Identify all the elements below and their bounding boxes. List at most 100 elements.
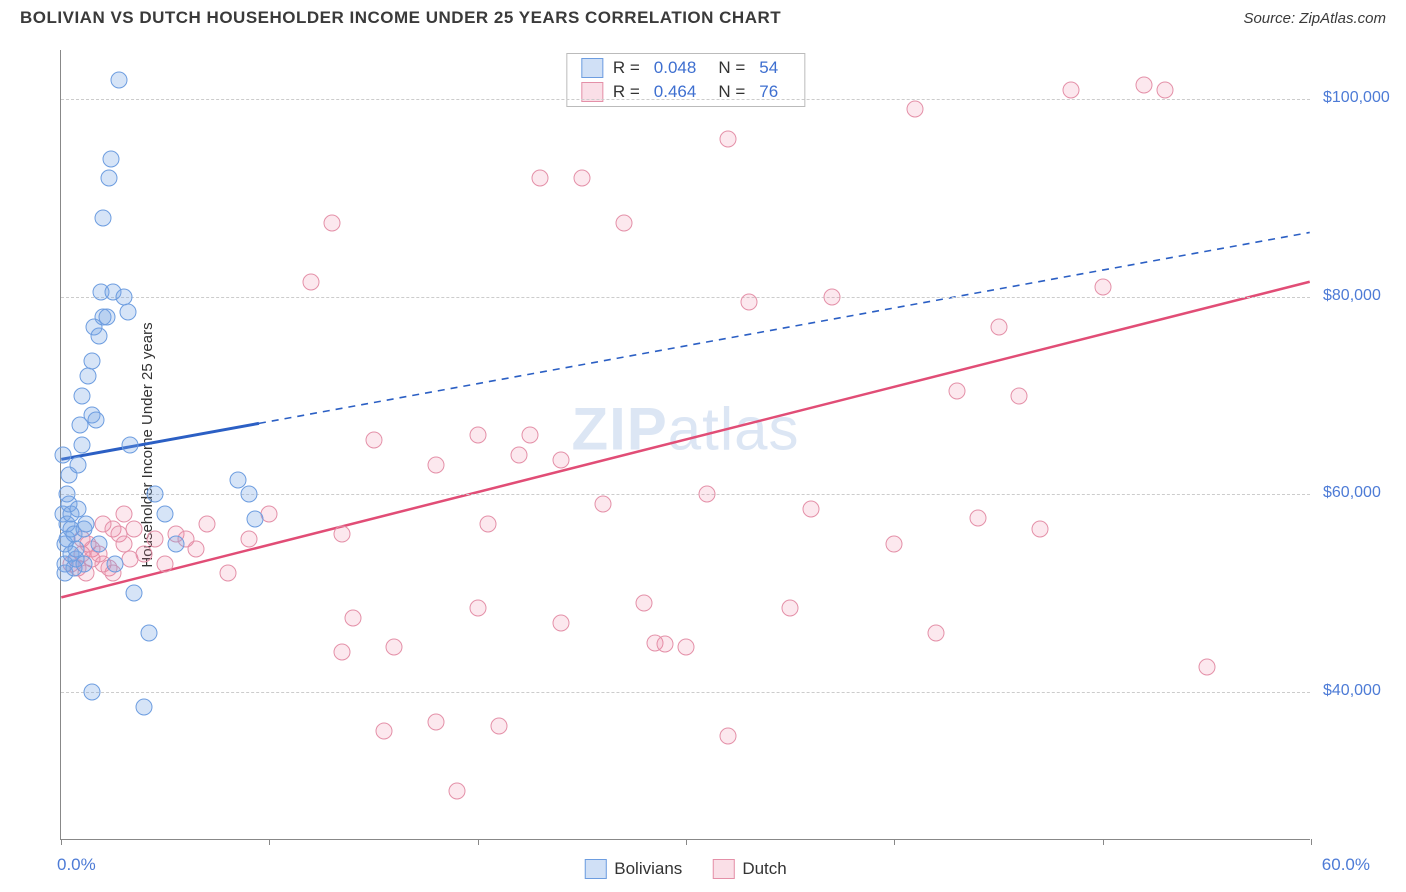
data-point-bolivians	[111, 71, 128, 88]
data-point-dutch	[115, 506, 132, 523]
y-tick-label: $60,000	[1323, 484, 1381, 502]
x-tick	[894, 839, 895, 845]
x-tick	[1311, 839, 1312, 845]
data-point-dutch	[990, 318, 1007, 335]
data-point-dutch	[928, 624, 945, 641]
data-point-dutch	[480, 516, 497, 533]
data-point-dutch	[428, 713, 445, 730]
data-point-bolivians	[125, 585, 142, 602]
data-point-bolivians	[107, 555, 124, 572]
chart-source: Source: ZipAtlas.com	[1243, 10, 1386, 27]
data-point-dutch	[334, 644, 351, 661]
x-tick	[1103, 839, 1104, 845]
x-tick	[61, 839, 62, 845]
data-point-dutch	[698, 486, 715, 503]
x-tick-label-max: 60.0%	[1322, 855, 1370, 875]
x-tick	[686, 839, 687, 845]
data-point-bolivians	[140, 624, 157, 641]
data-point-dutch	[553, 451, 570, 468]
data-point-dutch	[823, 288, 840, 305]
swatch-bolivians-icon	[581, 58, 603, 78]
swatch-dutch-icon	[712, 859, 734, 879]
data-point-bolivians	[157, 506, 174, 523]
data-point-bolivians	[230, 471, 247, 488]
data-point-dutch	[1198, 659, 1215, 676]
data-point-dutch	[375, 723, 392, 740]
data-point-bolivians	[73, 437, 90, 454]
data-point-dutch	[657, 636, 674, 653]
r-value-bolivians: 0.048	[654, 58, 697, 78]
data-point-bolivians	[90, 328, 107, 345]
x-tick-label-min: 0.0%	[57, 855, 96, 875]
legend-item-dutch: Dutch	[712, 859, 786, 879]
legend-item-bolivians: Bolivians	[584, 859, 682, 879]
data-point-dutch	[615, 214, 632, 231]
data-point-dutch	[386, 639, 403, 656]
data-point-bolivians	[84, 683, 101, 700]
data-point-dutch	[740, 293, 757, 310]
data-point-bolivians	[69, 456, 86, 473]
gridline	[61, 692, 1310, 693]
data-point-dutch	[188, 540, 205, 557]
data-point-bolivians	[94, 209, 111, 226]
data-point-dutch	[448, 782, 465, 799]
watermark: ZIPatlas	[571, 394, 799, 463]
data-point-dutch	[344, 609, 361, 626]
data-point-dutch	[261, 506, 278, 523]
data-point-dutch	[1032, 520, 1049, 537]
legend-row-dutch: R = 0.464 N = 76	[567, 80, 804, 104]
data-point-bolivians	[78, 516, 95, 533]
data-point-dutch	[969, 510, 986, 527]
data-point-dutch	[511, 446, 528, 463]
legend-label-dutch: Dutch	[742, 859, 786, 879]
data-point-bolivians	[146, 486, 163, 503]
trend-lines	[61, 50, 1310, 839]
data-point-dutch	[469, 599, 486, 616]
data-point-dutch	[198, 516, 215, 533]
data-point-dutch	[719, 728, 736, 745]
data-point-bolivians	[88, 412, 105, 429]
y-tick-label: $100,000	[1323, 89, 1390, 107]
r-label: R =	[613, 58, 640, 78]
data-point-dutch	[678, 639, 695, 656]
data-point-bolivians	[240, 486, 257, 503]
chart-header: BOLIVIAN VS DUTCH HOUSEHOLDER INCOME UND…	[0, 0, 1406, 38]
legend-row-bolivians: R = 0.048 N = 54	[567, 56, 804, 80]
data-point-bolivians	[121, 437, 138, 454]
data-point-dutch	[469, 427, 486, 444]
data-point-dutch	[334, 525, 351, 542]
data-point-bolivians	[167, 535, 184, 552]
chart-container: Householder Income Under 25 years ZIPatl…	[60, 50, 1390, 840]
x-tick	[478, 839, 479, 845]
data-point-bolivians	[119, 303, 136, 320]
y-tick-label: $40,000	[1323, 682, 1381, 700]
data-point-bolivians	[136, 698, 153, 715]
legend-label-bolivians: Bolivians	[614, 859, 682, 879]
data-point-dutch	[136, 545, 153, 562]
data-point-bolivians	[98, 308, 115, 325]
data-point-dutch	[886, 535, 903, 552]
gridline	[61, 99, 1310, 100]
chart-title: BOLIVIAN VS DUTCH HOUSEHOLDER INCOME UND…	[20, 8, 781, 28]
data-point-dutch	[803, 501, 820, 518]
data-point-dutch	[553, 614, 570, 631]
data-point-dutch	[907, 101, 924, 118]
data-point-dutch	[219, 565, 236, 582]
data-point-dutch	[1136, 76, 1153, 93]
data-point-dutch	[125, 520, 142, 537]
data-point-bolivians	[100, 170, 117, 187]
legend-series: Bolivians Dutch	[584, 859, 786, 879]
data-point-dutch	[1011, 387, 1028, 404]
data-point-dutch	[782, 599, 799, 616]
data-point-bolivians	[84, 353, 101, 370]
x-tick	[269, 839, 270, 845]
data-point-dutch	[303, 274, 320, 291]
data-point-dutch	[240, 530, 257, 547]
data-point-dutch	[490, 718, 507, 735]
data-point-bolivians	[90, 535, 107, 552]
data-point-dutch	[636, 595, 653, 612]
n-value-bolivians: 54	[759, 58, 778, 78]
data-point-dutch	[157, 555, 174, 572]
data-point-bolivians	[80, 367, 97, 384]
data-point-bolivians	[246, 511, 263, 528]
